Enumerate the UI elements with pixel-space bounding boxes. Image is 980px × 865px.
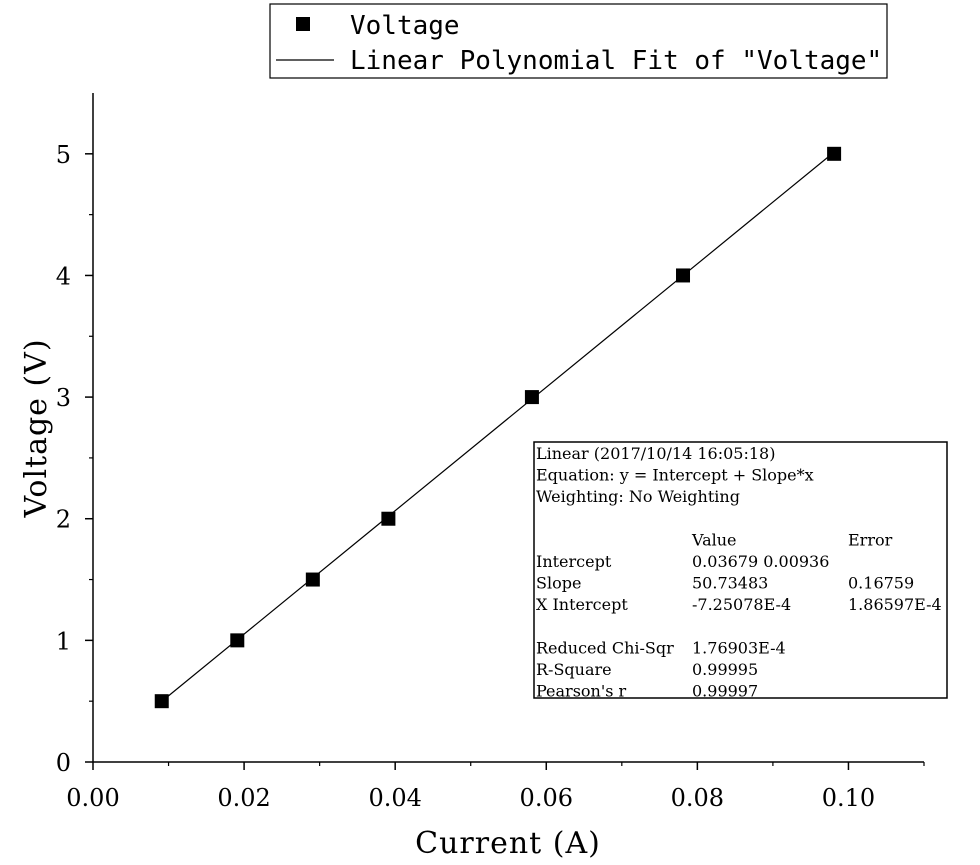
x-tick-label: 0.00 bbox=[66, 784, 119, 812]
axes: 0 1 2 3 4 5 0.00 0.02 0.04 0.06 0.08 0.10 bbox=[56, 93, 925, 812]
legend: Voltage Linear Polynomial Fit of "Voltag… bbox=[269, 3, 888, 79]
fit-statistics-text: 1.86597E-4 bbox=[848, 595, 942, 614]
y-tick-label: 0 bbox=[56, 749, 71, 777]
fit-statistics-text: Pearson's r bbox=[536, 682, 627, 701]
fit-statistics-text: Slope bbox=[536, 574, 581, 593]
data-point bbox=[676, 268, 691, 283]
fit-statistics-text: Equation: y = Intercept + Slope*x bbox=[536, 466, 814, 485]
x-tick-label: 0.08 bbox=[671, 784, 724, 812]
fit-statistics-text: R-Square bbox=[536, 660, 612, 679]
data-point bbox=[154, 694, 169, 709]
data-points bbox=[154, 146, 842, 709]
fit-statistics-text: Intercept bbox=[536, 552, 612, 571]
fit-statistics-text: 1.76903E-4 bbox=[692, 638, 786, 657]
fit-statistics-text: 0.99997 bbox=[692, 682, 758, 701]
fit-statistics-text: 0.16759 bbox=[848, 574, 914, 593]
legend-marker-voltage bbox=[296, 17, 310, 31]
x-tick-label: 0.10 bbox=[822, 784, 875, 812]
fit-line-group bbox=[161, 151, 835, 702]
y-tick-label: 3 bbox=[56, 384, 71, 412]
fit-statistics-text: -7.25078E-4 bbox=[692, 595, 791, 614]
y-tick-label: 2 bbox=[56, 506, 71, 534]
fit-statistics-lines: Linear (2017/10/14 16:05:18) Equation: y … bbox=[536, 444, 942, 701]
data-point bbox=[230, 633, 245, 648]
data-point bbox=[305, 572, 320, 587]
x-tick-label: 0.04 bbox=[368, 784, 421, 812]
legend-entry-fit: Linear Polynomial Fit of "Voltage" bbox=[350, 46, 882, 76]
fit-statistics-text: Value bbox=[691, 530, 737, 549]
y-ticks: 0 1 2 3 4 5 bbox=[56, 141, 93, 777]
y-tick-label: 5 bbox=[56, 141, 71, 169]
fit-statistics-text: 0.99995 bbox=[692, 660, 758, 679]
x-axis-title: Current (A) bbox=[415, 826, 601, 861]
x-ticks: 0.00 0.02 0.04 0.06 0.08 0.10 bbox=[66, 762, 925, 812]
fit-statistics-text: X Intercept bbox=[536, 595, 628, 614]
fit-statistics-text: Weighting: No Weighting bbox=[536, 487, 740, 506]
fit-line bbox=[161, 151, 835, 702]
fit-statistics-text: 0.03679 0.00936 bbox=[692, 552, 829, 571]
fit-statistics-text: 50.73483 bbox=[692, 574, 768, 593]
fit-statistics-text: Error bbox=[848, 530, 893, 549]
y-axis-title: Voltage (V) bbox=[19, 338, 54, 518]
data-point bbox=[827, 146, 842, 161]
x-tick-label: 0.06 bbox=[520, 784, 573, 812]
data-point bbox=[381, 511, 396, 526]
y-tick-label: 1 bbox=[56, 627, 71, 655]
fit-statistics-text: Linear (2017/10/14 16:05:18) bbox=[536, 444, 775, 463]
legend-entry-voltage: Voltage bbox=[350, 11, 460, 41]
fit-statistics-text: Reduced Chi-Sqr bbox=[536, 638, 674, 657]
fit-statistics-frame bbox=[533, 441, 948, 699]
legend-box bbox=[269, 3, 888, 79]
x-tick-label: 0.02 bbox=[217, 784, 270, 812]
fit-statistics-box: Linear (2017/10/14 16:05:18) Equation: y … bbox=[533, 441, 948, 701]
y-tick-label: 4 bbox=[56, 262, 71, 290]
data-point bbox=[524, 390, 539, 405]
